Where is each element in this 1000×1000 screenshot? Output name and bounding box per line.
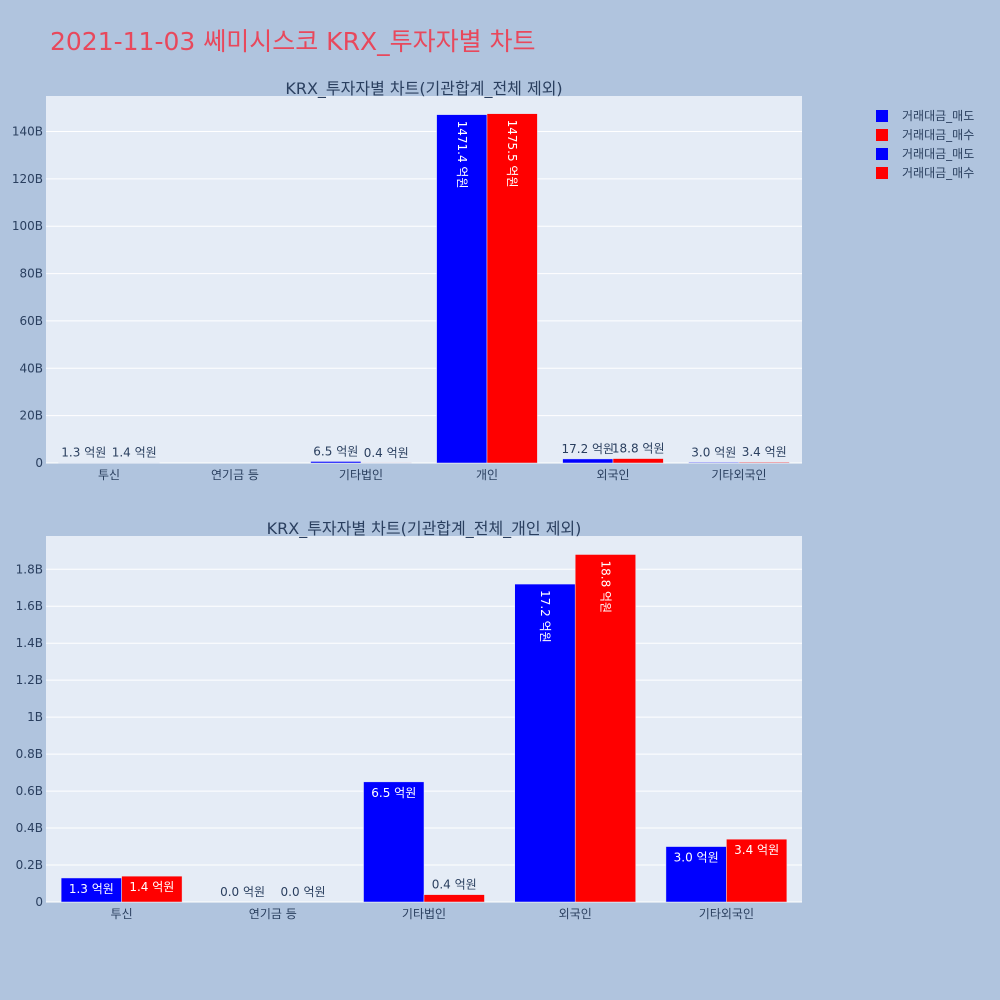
- chart-individual-excluded: KRX_투자자별 차트(기관합계_전체_개인 제외) 0 0.2B 0.4B 0.6B 0…: [16, 519, 802, 921]
- chart-title: KRX_투자자별 차트(기관합계_전체 제외): [285, 79, 562, 99]
- data-label: 3.4 억원: [742, 445, 787, 459]
- y-tick-label: 0.2B: [16, 858, 43, 872]
- y-tick-label: 1.2B: [16, 673, 43, 687]
- data-label: 0.4 억원: [432, 878, 477, 892]
- legend-label: 거래대금_매수: [902, 166, 975, 180]
- legend[interactable]: 거래대금_매도 거래대금_매수 거래대금_매도 거래대금_매수: [876, 106, 974, 182]
- legend-item[interactable]: 거래대금_매수: [876, 125, 974, 144]
- data-label: 17.2 억원: [538, 590, 552, 643]
- x-tick-label: 외국인: [596, 468, 629, 482]
- data-label: 6.5 억원: [371, 786, 416, 800]
- data-label: 18.8 억원: [598, 560, 612, 613]
- bar: [486, 113, 538, 464]
- bar: [688, 462, 740, 464]
- legend-item[interactable]: 거래대금_매도: [876, 144, 974, 163]
- y-tick-label: 1.8B: [16, 562, 43, 576]
- data-label: 3.4 억원: [734, 843, 779, 857]
- y-tick-label: 1.6B: [16, 599, 43, 613]
- data-label: 1.3 억원: [69, 882, 114, 896]
- y-tick-label: 0: [35, 456, 43, 470]
- data-label: 1475.5 억원: [505, 120, 519, 188]
- x-tick-label: 기타외국인: [699, 907, 754, 921]
- bar: [436, 114, 488, 464]
- bar: [514, 583, 576, 903]
- legend-label: 거래대금_매도: [902, 147, 975, 161]
- y-tick-label: 1.4B: [16, 636, 43, 650]
- data-label: 18.8 억원: [612, 442, 665, 456]
- x-tick-label: 연기금 등: [249, 907, 297, 921]
- x-tick-label: 기타외국인: [711, 468, 766, 482]
- y-tick-label: 40B: [19, 361, 43, 375]
- x-tick-label: 연기금 등: [211, 468, 259, 482]
- y-tick-label: 0: [35, 895, 43, 909]
- y-tick-label: 80B: [19, 267, 43, 281]
- y-tick-label: 0.4B: [16, 821, 43, 835]
- legend-item[interactable]: 거래대금_매수: [876, 163, 974, 182]
- y-tick-label: 20B: [19, 409, 43, 423]
- x-tick-label: 투신: [111, 907, 133, 921]
- data-label: 1.3 억원: [61, 446, 106, 460]
- data-label: 1.4 억원: [112, 446, 157, 460]
- legend-swatch: [876, 109, 888, 122]
- y-tick-label: 0.6B: [16, 784, 43, 798]
- bar: [423, 894, 485, 903]
- legend-swatch: [876, 128, 888, 141]
- legend-swatch: [876, 147, 888, 160]
- data-label: 0.4 억원: [364, 446, 409, 460]
- legend-label: 거래대금_매수: [902, 128, 975, 142]
- data-label: 1.4 억원: [129, 880, 174, 894]
- bar: [121, 875, 183, 903]
- y-tick-label: 120B: [12, 172, 43, 186]
- bar: [738, 461, 790, 464]
- bar: [612, 458, 664, 464]
- data-label: 0.0 억원: [281, 885, 326, 899]
- y-tick-label: 100B: [12, 219, 43, 233]
- x-tick-label: 투신: [98, 468, 120, 482]
- bar: [60, 877, 122, 903]
- chart-title: KRX_투자자별 차트(기관합계_전체_개인 제외): [267, 519, 582, 539]
- y-tick-label: 0.8B: [16, 747, 43, 761]
- legend-label: 거래대금_매도: [902, 109, 975, 123]
- page-title: 2021-11-03 쎄미시스코 KRX_투자자별 차트: [50, 27, 536, 56]
- bar: [726, 838, 788, 903]
- data-label: 3.0 억원: [674, 851, 719, 865]
- bar: [562, 458, 614, 464]
- data-label: 17.2 억원: [561, 442, 614, 456]
- data-label: 0.0 억원: [220, 885, 265, 899]
- y-tick-label: 140B: [12, 125, 43, 139]
- x-tick-label: 기타법인: [402, 907, 446, 921]
- bar: [310, 461, 362, 464]
- x-tick-label: 개인: [476, 468, 498, 482]
- data-label: 1471.4 억원: [455, 121, 469, 189]
- x-tick-label: 외국인: [559, 907, 592, 921]
- data-label: 3.0 억원: [691, 445, 736, 459]
- chart-institutional-excluded: KRX_투자자별 차트(기관합계_전체 제외) 0 20B 40B 60B 80B 100B…: [12, 79, 802, 482]
- y-tick-label: 1B: [27, 710, 43, 724]
- bar: [363, 781, 425, 903]
- legend-swatch: [876, 166, 888, 179]
- plot-area: [46, 96, 802, 463]
- data-label: 6.5 억원: [313, 444, 358, 458]
- y-tick-label: 60B: [19, 314, 43, 328]
- x-tick-label: 기타법인: [339, 468, 383, 482]
- legend-item[interactable]: 거래대금_매도: [876, 106, 974, 125]
- bar: [574, 554, 636, 903]
